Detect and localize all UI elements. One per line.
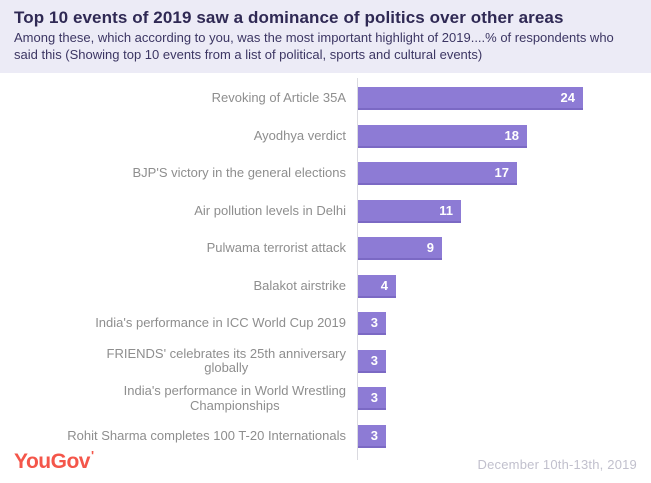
- yougov-logo-tick-icon: ': [90, 448, 94, 463]
- value-label: 9: [426, 240, 434, 256]
- value-label: 3: [370, 390, 378, 406]
- category-label-cell: Rohit Sharma completes 100 T-20 Internat…: [0, 427, 352, 444]
- bar: 24: [358, 87, 583, 111]
- bar-area: 4: [352, 274, 651, 298]
- value-label: 11: [439, 202, 453, 218]
- bar-area: 3: [352, 349, 651, 373]
- bar-area: 17: [352, 162, 651, 186]
- chart-row: FRIENDS' celebrates its 25th anniversary…: [0, 343, 651, 381]
- bar: 18: [358, 124, 527, 148]
- category-label-cell: FRIENDS' celebrates its 25th anniversary…: [0, 345, 352, 376]
- page-title: Top 10 events of 2019 saw a dominance of…: [14, 8, 564, 27]
- bar-area: 11: [352, 199, 651, 223]
- bar: 3: [358, 349, 386, 373]
- chart-row: Rohit Sharma completes 100 T-20 Internat…: [0, 418, 651, 456]
- bar: 11: [358, 199, 461, 223]
- bar: 4: [358, 274, 396, 298]
- category-label-cell: Air pollution levels in Delhi: [0, 202, 352, 219]
- value-label: 4: [380, 277, 388, 293]
- chart-row: India's performance in World Wrestling C…: [0, 380, 651, 418]
- bar-chart: Revoking of Article 35A 24 Ayodhya verdict…: [0, 80, 651, 455]
- category-label: Air pollution levels in Delhi: [194, 202, 346, 218]
- category-label: Balakot airstrike: [253, 277, 346, 293]
- axis-line: [357, 78, 358, 460]
- bar-area: 3: [352, 424, 651, 448]
- chart-row: Air pollution levels in Delhi 11: [0, 193, 651, 231]
- category-label-cell: BJP'S victory in the general elections: [0, 166, 352, 181]
- bar: 9: [358, 237, 442, 261]
- category-label-cell: Pulwama terrorist attack: [0, 241, 352, 256]
- value-label: 17: [494, 165, 509, 181]
- category-label-cell: Balakot airstrike: [0, 277, 352, 294]
- bar-area: 3: [352, 387, 651, 411]
- chart-row: Ayodhya verdict 18: [0, 118, 651, 156]
- category-label: Ayodhya verdict: [253, 127, 346, 143]
- category-label: Pulwama terrorist attack: [206, 240, 346, 256]
- date-range-label: December 10th-13th, 2019: [477, 457, 637, 472]
- category-label: India's performance in ICC World Cup 201…: [95, 315, 346, 331]
- category-label: India's performance in World Wrestling C…: [123, 383, 346, 413]
- chart-row: Balakot airstrike 4: [0, 268, 651, 306]
- bar: 17: [358, 162, 517, 186]
- bar: 3: [358, 424, 386, 448]
- bar-area: 3: [352, 312, 651, 336]
- chart-row: Revoking of Article 35A 24: [0, 80, 651, 118]
- yougov-logo: YouGov': [14, 448, 94, 474]
- bar-area: 18: [352, 124, 651, 148]
- category-label: Rohit Sharma completes 100 T-20 Internat…: [67, 427, 346, 443]
- yougov-logo-text: YouGov: [14, 450, 90, 473]
- bar-area: 24: [352, 87, 651, 111]
- category-label: Revoking of Article 35A: [211, 90, 346, 106]
- category-label-cell: Ayodhya verdict: [0, 127, 352, 144]
- value-label: 3: [370, 315, 378, 331]
- chart-row: India's performance in ICC World Cup 201…: [0, 305, 651, 343]
- category-label-cell: Revoking of Article 35A: [0, 91, 352, 106]
- chart-row: Pulwama terrorist attack 9: [0, 230, 651, 268]
- value-label: 3: [370, 427, 378, 443]
- value-label: 24: [560, 90, 575, 106]
- value-label: 18: [504, 127, 519, 143]
- value-label: 3: [370, 352, 378, 368]
- bar: 3: [358, 387, 386, 411]
- category-label-cell: India's performance in ICC World Cup 201…: [0, 316, 352, 331]
- category-label-cell: India's performance in World Wrestling C…: [0, 383, 352, 413]
- chart-header: Top 10 events of 2019 saw a dominance of…: [0, 0, 651, 73]
- category-label: BJP'S victory in the general elections: [132, 165, 346, 181]
- page-subtitle: Among these, which according to you, was…: [14, 30, 614, 63]
- chart-row: BJP'S victory in the general elections 17: [0, 155, 651, 193]
- category-label: FRIENDS' celebrates its 25th anniversary…: [106, 345, 346, 376]
- bar-area: 9: [352, 237, 651, 261]
- bar: 3: [358, 312, 386, 336]
